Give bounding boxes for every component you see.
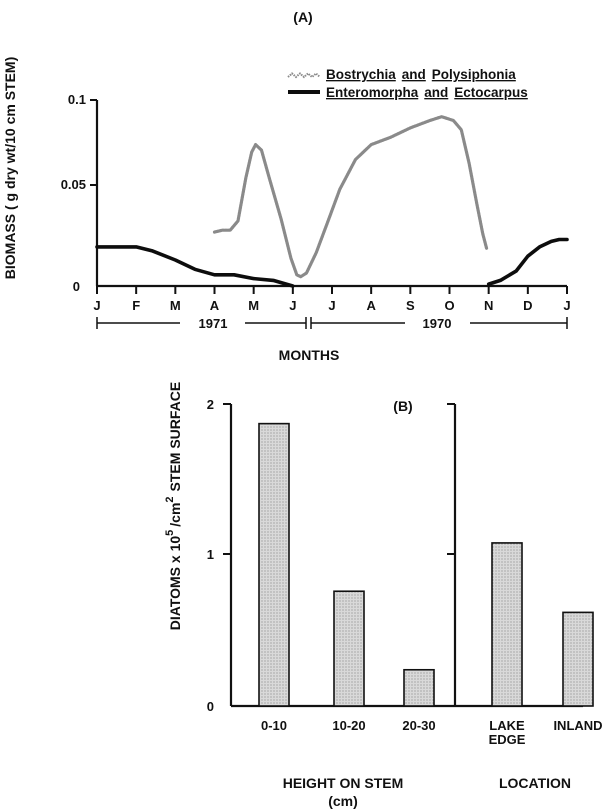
x-tick-label: A xyxy=(366,298,376,313)
category-label: 20-30 xyxy=(402,718,435,733)
bar-10-20 xyxy=(333,590,365,707)
bar-lake-edge xyxy=(491,542,523,707)
category-label: INLAND xyxy=(553,718,602,733)
panel-a-y-axis-label: BIOMASS ( g dry wt/10 cm STEM) xyxy=(2,57,18,279)
year-label-1970: 1970 xyxy=(423,316,452,331)
series-enteromorpha-ectocarpus-line xyxy=(95,245,295,288)
bar-inland xyxy=(562,611,594,707)
x-tick-label: J xyxy=(289,298,296,313)
category-label: 0-10 xyxy=(261,718,287,733)
y-tick-label: 0 xyxy=(207,699,214,714)
y-tick-label: 0.1 xyxy=(68,92,86,107)
x-tick-label: S xyxy=(406,298,415,313)
panel-a: (A) 0.1 0.05 0 BIOMASS ( g dry wt/10 cm … xyxy=(2,9,571,363)
x-tick-label: D xyxy=(523,298,532,313)
bar-20-30 xyxy=(403,668,435,707)
category-label: 10-20 xyxy=(332,718,365,733)
panel-a-label: (A) xyxy=(293,9,312,25)
series-enteromorpha-ectocarpus-line xyxy=(486,237,569,286)
year-label-1971: 1971 xyxy=(199,316,228,331)
x-tick-label: O xyxy=(444,298,454,313)
x-tick-label: N xyxy=(484,298,493,313)
panel-b: (B) 2 1 0 DIATOMS x 105/cm2STEM SURFACE … xyxy=(164,382,603,809)
x-tick-label: M xyxy=(248,298,259,313)
panel-b-bars xyxy=(258,422,594,707)
bar-0-10 xyxy=(258,422,290,707)
panel-b-y-axis-label: DIATOMS x 105/cm2STEM SURFACE xyxy=(164,382,183,630)
series-bostrychia-polysiphonia-line xyxy=(212,115,489,279)
legend-swatch-dotted xyxy=(287,72,321,79)
x-tick-label: F xyxy=(132,298,140,313)
group-label-height: HEIGHT ON STEM xyxy=(283,775,404,791)
y-tick-label: 1 xyxy=(207,547,214,562)
x-tick-label: J xyxy=(93,298,100,313)
category-label: LAKE xyxy=(489,718,525,733)
y-tick-label: 0.05 xyxy=(61,177,86,192)
x-tick-label: J xyxy=(563,298,570,313)
y-tick-label: 0 xyxy=(73,279,80,294)
legend-item-enteromorpha: Enteromorpha and Ectocarpus xyxy=(288,85,528,100)
legend-label: Bostrychia and Polysiphonia xyxy=(326,67,516,82)
group-label-location: LOCATION xyxy=(499,775,571,791)
year-bracket-1971: 1971 xyxy=(96,316,307,331)
group-label-height-unit: (cm) xyxy=(328,793,358,809)
panel-a-series xyxy=(95,115,569,288)
category-label: EDGE xyxy=(489,732,526,747)
panel-b-label: (B) xyxy=(393,398,412,414)
x-tick-label: M xyxy=(170,298,181,313)
legend-item-bostrychia: Bostrychia and Polysiphonia xyxy=(287,67,516,82)
x-tick-label: A xyxy=(210,298,220,313)
year-bracket-1970: 1970 xyxy=(310,316,568,331)
x-tick-label: J xyxy=(328,298,335,313)
legend: Bostrychia and Polysiphonia Enteromorpha an… xyxy=(287,67,528,100)
y-tick-label: 2 xyxy=(207,397,214,412)
panel-a-x-axis-label: MONTHS xyxy=(279,347,340,363)
legend-label: Enteromorpha and Ectocarpus xyxy=(326,85,528,100)
